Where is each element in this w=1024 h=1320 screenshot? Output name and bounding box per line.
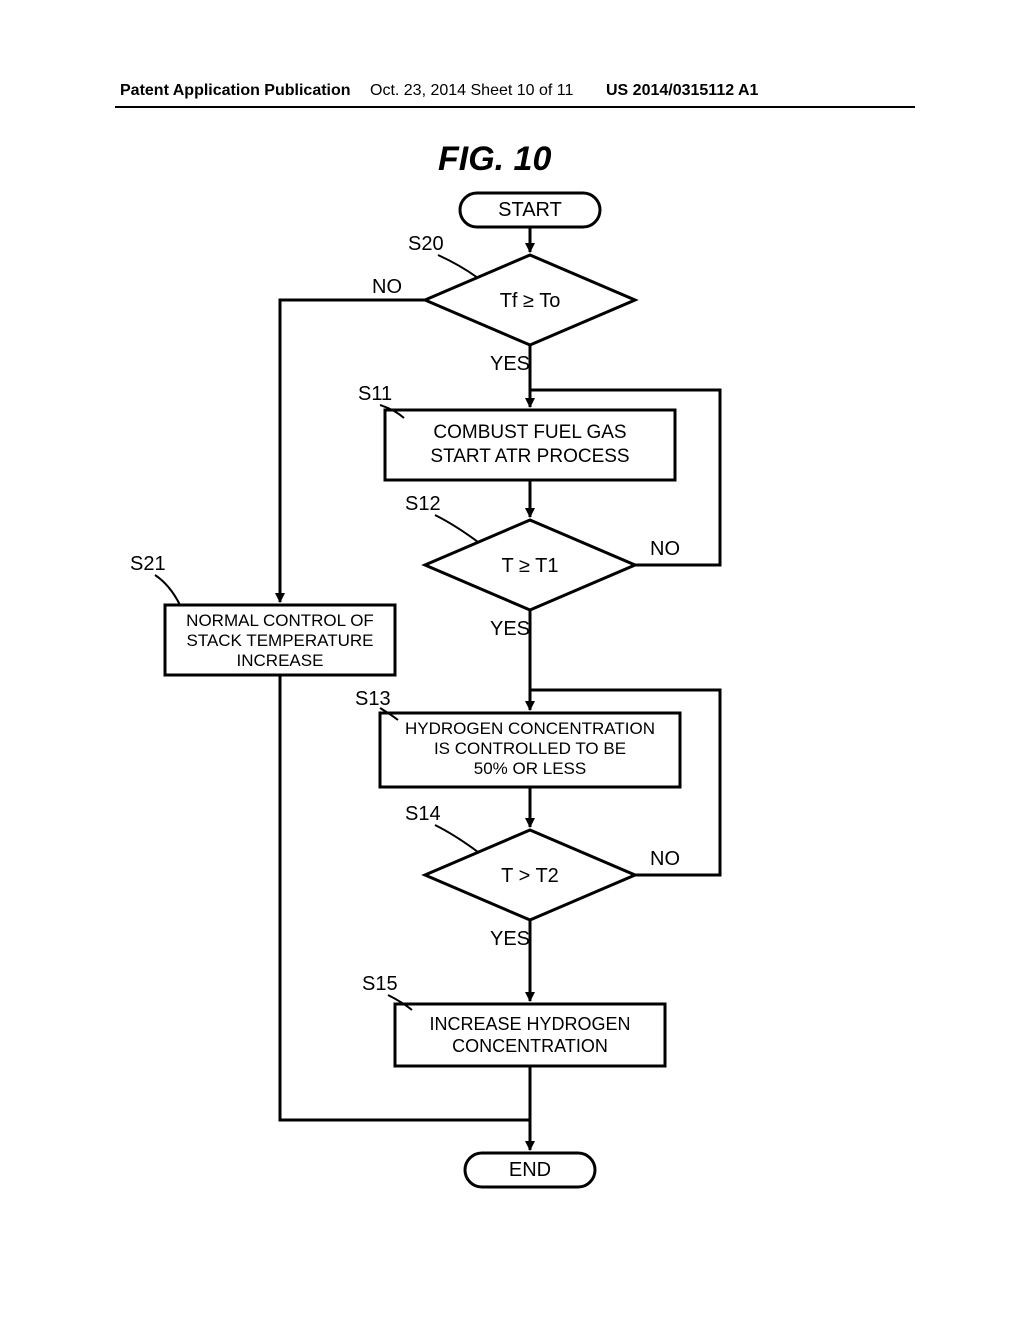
s11-line1: COMBUST FUEL GAS xyxy=(433,422,626,443)
s14-no-label: NO xyxy=(650,848,680,870)
s15-line1: INCREASE HYDROGEN xyxy=(429,1014,630,1034)
page: Patent Application Publication Oct. 23, … xyxy=(0,0,1024,1320)
s13-process: HYDROGEN CONCENTRATION IS CONTROLLED TO … xyxy=(380,713,680,787)
s21-line3: INCREASE xyxy=(237,651,324,670)
s20-cond: Tf ≥ To xyxy=(500,290,561,312)
edge-s12-no xyxy=(530,390,720,565)
s20-decision: Tf ≥ To xyxy=(425,255,635,345)
s13-line1: HYDROGEN CONCENTRATION xyxy=(405,719,655,738)
s11-process: COMBUST FUEL GAS START ATR PROCESS xyxy=(385,410,675,480)
s13-step-label: S13 xyxy=(355,688,391,710)
s13-line2: IS CONTROLLED TO BE xyxy=(434,739,626,758)
s21-line1: NORMAL CONTROL OF xyxy=(186,611,374,630)
s21-process: NORMAL CONTROL OF STACK TEMPERATURE INCR… xyxy=(165,605,395,675)
s21-step-label: S21 xyxy=(130,553,166,575)
flowchart: START Tf ≥ To S20 NO YES COMBUST FUEL GA… xyxy=(130,190,910,1255)
s21-line2: STACK TEMPERATURE xyxy=(186,631,373,650)
header-center: Oct. 23, 2014 Sheet 10 of 11 xyxy=(370,82,573,100)
s14-decision: T > T2 xyxy=(425,830,635,920)
s13-line3: 50% OR LESS xyxy=(474,759,586,778)
s11-line2: START ATR PROCESS xyxy=(430,446,629,467)
s20-step-label: S20 xyxy=(408,233,444,255)
s12-step-label: S12 xyxy=(405,493,441,515)
start-node: START xyxy=(460,193,600,227)
s15-step-label: S15 xyxy=(362,973,398,995)
s11-step-label: S11 xyxy=(358,383,392,405)
start-label: START xyxy=(498,199,562,221)
s12-no-label: NO xyxy=(650,538,680,560)
s20-yes-label: YES xyxy=(490,353,530,375)
figure-title: FIG. 10 xyxy=(438,140,551,179)
s12-leader xyxy=(435,515,478,542)
s12-cond: T ≥ T1 xyxy=(502,555,559,577)
s20-leader xyxy=(438,255,478,278)
s14-yes-label: YES xyxy=(490,928,530,950)
s20-no-label: NO xyxy=(372,276,402,298)
header-right: US 2014/0315112 A1 xyxy=(606,82,758,100)
s12-decision: T ≥ T1 xyxy=(425,520,635,610)
end-node: END xyxy=(465,1153,595,1187)
s14-cond: T > T2 xyxy=(501,865,559,887)
s15-line2: CONCENTRATION xyxy=(452,1036,608,1056)
end-label: END xyxy=(509,1159,551,1181)
edge-s20-no xyxy=(280,300,425,602)
header-left: Patent Application Publication xyxy=(120,82,351,100)
s21-leader xyxy=(155,575,180,605)
header-rule xyxy=(115,106,915,108)
s14-leader xyxy=(435,825,478,852)
edge-s14-no xyxy=(530,690,720,875)
s15-process: INCREASE HYDROGEN CONCENTRATION xyxy=(395,1004,665,1066)
s12-yes-label: YES xyxy=(490,618,530,640)
s14-step-label: S14 xyxy=(405,803,441,825)
